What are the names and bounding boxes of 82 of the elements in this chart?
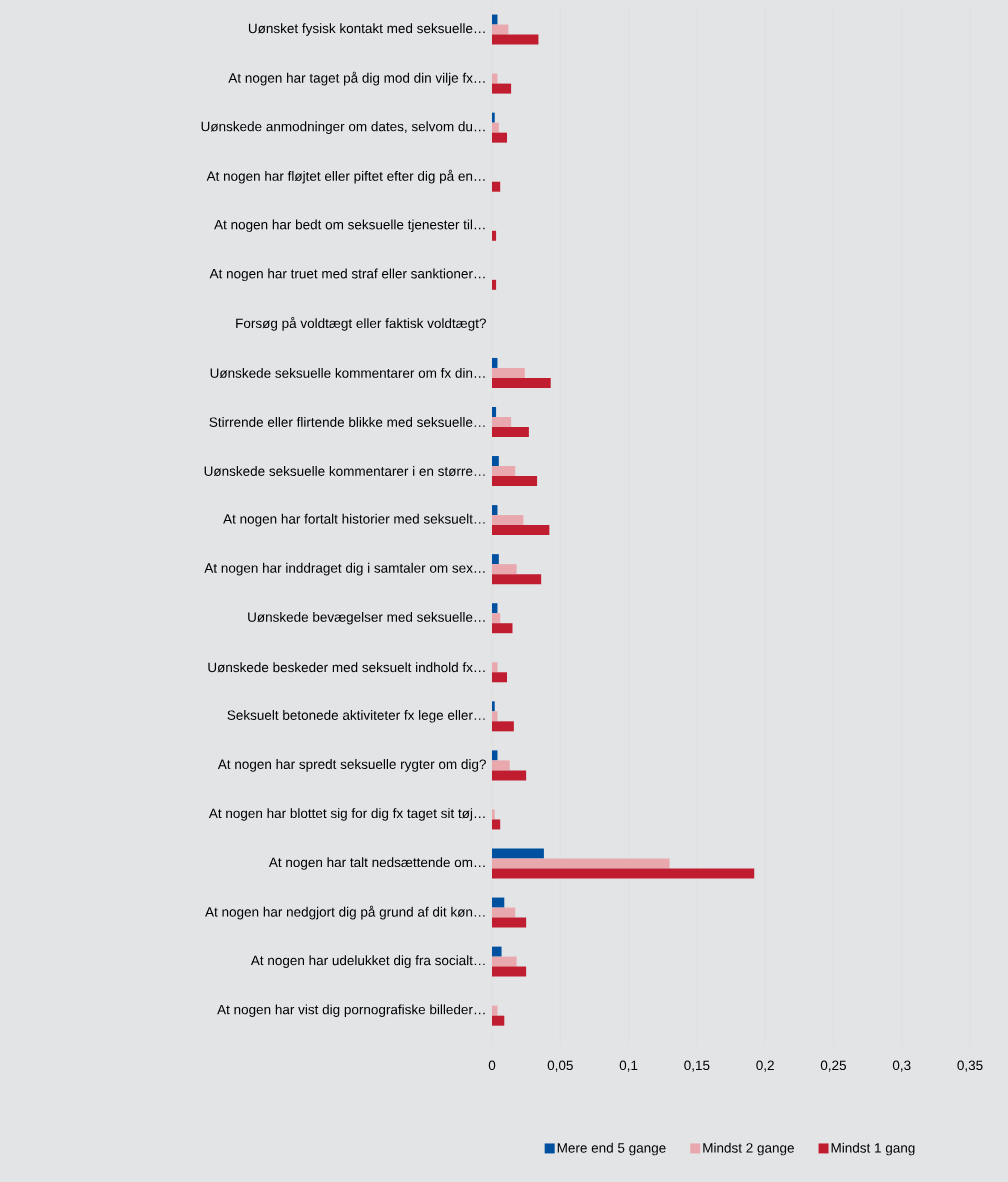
- bar: [492, 112, 495, 123]
- y-tick-label: At nogen har fløjtet eller piftet efter dig på en…: [206, 169, 485, 184]
- bar: [492, 24, 509, 35]
- x-tick-label: 0,15: [684, 1060, 710, 1072]
- bar: [492, 946, 502, 957]
- y-tick-label: Stirrende eller flirtende blikke med seksuelle…: [209, 417, 485, 427]
- y-tick-label: Uønskede seksuelle kommentarer i en større…: [204, 466, 485, 477]
- y-tick-label: Uønskede seksuelle kommentarer om fx din…: [210, 367, 485, 378]
- y-tick-label: At nogen har nedgjort dig på grund af dit køn…: [205, 905, 485, 920]
- bar: [492, 574, 542, 585]
- legend-label: Mindst 1 gang: [831, 1142, 915, 1156]
- bar: [492, 760, 510, 771]
- bar: [492, 750, 498, 761]
- bar: [492, 34, 539, 45]
- x-tick-label: 0: [488, 1060, 496, 1071]
- y-tick-label: Seksuelt betonede aktiviteter fx lege eller…: [227, 710, 485, 723]
- bar: [492, 416, 512, 427]
- bar: [492, 554, 499, 565]
- bar: [492, 122, 499, 133]
- bar: [492, 377, 551, 388]
- y-tick-label: At nogen har truet med straf eller sanktioner…: [209, 268, 485, 282]
- y-tick-label: At nogen har blottet sig for dig fx taget sit tøj…: [208, 808, 485, 821]
- bar: [492, 426, 529, 437]
- bar: [492, 966, 527, 977]
- x-tick-label: 0,25: [820, 1060, 846, 1072]
- x-tick-label: 0,3: [892, 1060, 911, 1072]
- bar: [492, 14, 498, 25]
- bar: [492, 956, 517, 967]
- bar: [492, 367, 525, 378]
- bar: [492, 132, 508, 143]
- bar: [492, 721, 514, 732]
- y-tick-label: Uønsket fysisk kontakt med seksuelle…: [248, 23, 485, 36]
- y-tick-label: Uønskede bevægelser med seksuelle…: [248, 611, 485, 625]
- y-tick-label: Uønskede anmodninger om dates, selvom du…: [201, 121, 485, 134]
- bar: [492, 181, 501, 192]
- bar: [492, 406, 497, 417]
- y-tick-label: At nogen har udelukket dig fra socialt…: [250, 955, 485, 968]
- bar: [492, 73, 498, 84]
- legend-label: Mere end 5 gange: [557, 1142, 666, 1156]
- y-tick-label: At nogen har taget på dig mod din vilje fx…: [228, 71, 485, 86]
- y-tick-label: At nogen har inddraget dig i samtaler om sex…: [204, 562, 485, 576]
- bar: [492, 1015, 505, 1026]
- x-tick-label: 0,2: [756, 1060, 774, 1072]
- bar: [492, 897, 505, 908]
- bar: [492, 848, 544, 859]
- bar: [492, 603, 498, 614]
- bar: [492, 230, 497, 241]
- bar: [492, 917, 527, 928]
- legend-label: Mindst 2 gange: [703, 1142, 794, 1156]
- bar: [492, 1005, 498, 1016]
- bar: [492, 279, 497, 290]
- bar: [492, 819, 501, 830]
- bar: [492, 515, 524, 526]
- y-tick-label: At nogen har talt nedsættende om…: [268, 857, 485, 870]
- bar: [492, 456, 499, 467]
- y-tick-label: At nogen har fortalt historier med seksuelt…: [223, 513, 485, 527]
- x-tick-label: 0,1: [619, 1060, 638, 1072]
- x-tick-label: 0,35: [957, 1060, 983, 1072]
- y-tick-label: At nogen har bedt om seksuelle tjenester til…: [214, 219, 485, 233]
- y-tick-label: At nogen har spredt seksuelle rygter om dig?: [217, 759, 486, 772]
- bar: [492, 476, 538, 487]
- x-tick-label: 0,05: [547, 1060, 573, 1072]
- bar: [492, 623, 513, 634]
- bar: [492, 613, 501, 624]
- y-tick-label: Forsøg på voldtægt eller faktisk voldtægt?: [236, 317, 486, 331]
- bar: [492, 466, 516, 477]
- y-tick-label: Uønskede beskeder med seksuelt indhold fx…: [208, 662, 485, 673]
- bar: [492, 357, 498, 368]
- bar: [492, 770, 527, 781]
- bar: [492, 83, 512, 94]
- bar: [492, 564, 517, 575]
- bar: [492, 505, 498, 516]
- bar: [492, 809, 495, 820]
- bar: [492, 858, 670, 869]
- bar: [492, 907, 516, 918]
- bar: [492, 868, 755, 879]
- bar: [492, 711, 498, 722]
- bar: [492, 662, 498, 673]
- bar: [492, 525, 550, 536]
- bar: [492, 701, 495, 712]
- bar: [492, 672, 508, 683]
- y-tick-label: At nogen har vist dig pornografiske billeder…: [217, 1004, 485, 1017]
